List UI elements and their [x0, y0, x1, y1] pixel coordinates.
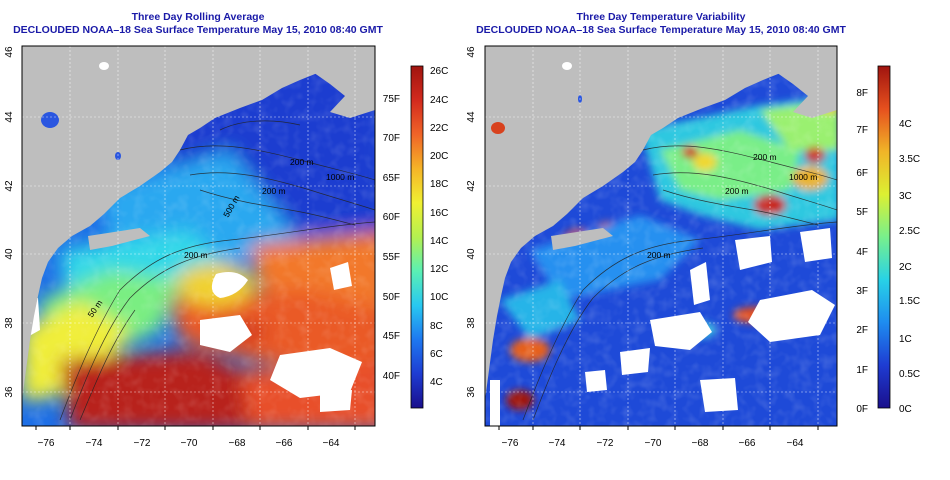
right-y-tick-labels: 36 38 40 42 44 46 — [466, 46, 477, 398]
right-subtitle: DECLOUDED NOAA–18 Sea Surface Temperatur… — [476, 24, 846, 36]
right-cb-f: 3F — [856, 286, 868, 297]
right-land — [485, 46, 837, 400]
left-y-tick: 46 — [4, 46, 15, 58]
right-cb-f: 6F — [856, 168, 868, 179]
right-cb-f: 4F — [856, 247, 868, 258]
left-x-axis — [35, 426, 356, 430]
left-x-tick: −66 — [276, 438, 293, 449]
left-land — [22, 46, 375, 400]
right-contour-label: 1000 m — [789, 172, 817, 182]
left-contour-label: 200 m — [184, 250, 208, 260]
right-cb-f: 0F — [856, 404, 868, 415]
left-map-frame — [21, 45, 376, 427]
left-cb-f: 75F — [383, 94, 400, 105]
left-cb-f: 50F — [383, 292, 400, 303]
left-y-tick: 44 — [4, 111, 15, 123]
left-cb-c: 10C — [430, 292, 448, 303]
left-contour-label: 200 m — [290, 157, 314, 167]
left-x-tick: −68 — [229, 438, 246, 449]
left-y-tick: 40 — [4, 248, 15, 260]
left-y-tick: 42 — [4, 180, 15, 192]
right-contour-label: 200 m — [647, 250, 671, 260]
left-colorbar-f-labels: 40F 45F 50F 55F 60F 65F 70F 75F — [383, 94, 400, 382]
right-cb-f: 8F — [856, 88, 868, 99]
left-cb-c: 22C — [430, 123, 448, 134]
left-contour-label: 1000 m — [326, 172, 354, 182]
panel-left: Three Day Rolling Average DECLOUDED NOAA… — [4, 11, 448, 449]
left-y-tick: 36 — [4, 386, 15, 398]
left-cb-c: 12C — [430, 264, 448, 275]
left-y-tick: 38 — [4, 317, 15, 329]
right-x-tick: −76 — [502, 438, 519, 449]
left-cb-f: 60F — [383, 212, 400, 223]
right-contour-label: 200 m — [753, 152, 777, 162]
right-y-tick: 38 — [466, 317, 477, 329]
right-y-tick: 40 — [466, 248, 477, 260]
right-cb-c: 1C — [899, 334, 912, 345]
right-colorbar-c-labels: 0C 0.5C 1C 1.5C 2C 2.5C 3C 3.5C 4C — [899, 119, 920, 415]
right-y-tick: 42 — [466, 180, 477, 192]
left-x-tick: −70 — [181, 438, 198, 449]
right-cb-c: 0.5C — [899, 369, 920, 380]
left-cb-c: 24C — [430, 95, 448, 106]
right-x-axis — [498, 426, 819, 430]
right-title: Three Day Temperature Variability — [576, 11, 745, 23]
left-cb-c: 20C — [430, 151, 448, 162]
right-cb-f: 1F — [856, 365, 868, 376]
right-cb-c: 2.5C — [899, 226, 920, 237]
left-colorbar: 40F 45F 50F 55F 60F 65F 70F 75F 4C 6C 8C… — [383, 65, 448, 409]
left-cb-c: 4C — [430, 377, 443, 388]
left-x-tick: −76 — [38, 438, 55, 449]
right-cb-f: 2F — [856, 325, 868, 336]
left-subtitle: DECLOUDED NOAA–18 Sea Surface Temperatur… — [13, 24, 383, 36]
right-y-tick: 46 — [466, 46, 477, 58]
right-cb-c: 3.5C — [899, 154, 920, 165]
left-cb-f: 70F — [383, 133, 400, 144]
right-cb-f: 5F — [856, 207, 868, 218]
right-x-tick: −74 — [549, 438, 566, 449]
right-colorbar: 0F 1F 2F 3F 4F 5F 6F 7F 8F 0C 0.5C 1C 1.… — [856, 65, 920, 415]
left-cb-f: 65F — [383, 173, 400, 184]
right-map: 200 m 1000 m 200 m 200 m — [485, 46, 837, 426]
right-x-tick: −66 — [739, 438, 756, 449]
left-colorbar-c-labels: 4C 6C 8C 10C 12C 14C 16C 18C 20C 22C 24C… — [430, 66, 448, 388]
right-contour-label: 200 m — [725, 186, 749, 196]
left-cb-c: 18C — [430, 179, 448, 190]
left-x-tick: −72 — [134, 438, 151, 449]
left-cb-f: 45F — [383, 331, 400, 342]
left-cb-c: 26C — [430, 66, 448, 77]
right-x-tick: −72 — [597, 438, 614, 449]
left-cb-c: 6C — [430, 349, 443, 360]
left-x-tick: −74 — [86, 438, 103, 449]
right-x-tick-labels: −76 −74 −72 −70 −68 −66 −64 — [502, 438, 804, 449]
right-x-tick: −68 — [692, 438, 709, 449]
left-cb-c: 14C — [430, 236, 448, 247]
left-x-tick-labels: −76 −74 −72 −70 −68 −66 −64 — [38, 438, 340, 449]
right-y-tick: 44 — [466, 111, 477, 123]
right-x-tick: −64 — [787, 438, 804, 449]
right-x-tick: −70 — [645, 438, 662, 449]
left-title: Three Day Rolling Average — [132, 11, 265, 23]
panel-right: Three Day Temperature Variability DECLOU… — [466, 11, 920, 449]
right-cb-c: 3C — [899, 191, 912, 202]
left-cb-f: 40F — [383, 371, 400, 382]
left-y-tick-labels: 36 38 40 42 44 46 — [4, 46, 15, 398]
right-colorbar-f-labels: 0F 1F 2F 3F 4F 5F 6F 7F 8F — [856, 88, 868, 415]
right-cb-c: 2C — [899, 262, 912, 273]
left-cb-f: 55F — [383, 252, 400, 263]
right-cb-c: 1.5C — [899, 296, 920, 307]
right-cb-c: 4C — [899, 119, 912, 130]
left-contour-label: 200 m — [262, 186, 286, 196]
right-map-frame — [484, 45, 838, 427]
right-cb-f: 7F — [856, 125, 868, 136]
right-y-tick: 36 — [466, 386, 477, 398]
right-cb-c: 0C — [899, 404, 912, 415]
left-cb-c: 16C — [430, 208, 448, 219]
left-cb-c: 8C — [430, 321, 443, 332]
left-x-tick: −64 — [323, 438, 340, 449]
left-map: 200 m 1000 m 200 m 500 m 200 m 50 m — [22, 46, 375, 426]
